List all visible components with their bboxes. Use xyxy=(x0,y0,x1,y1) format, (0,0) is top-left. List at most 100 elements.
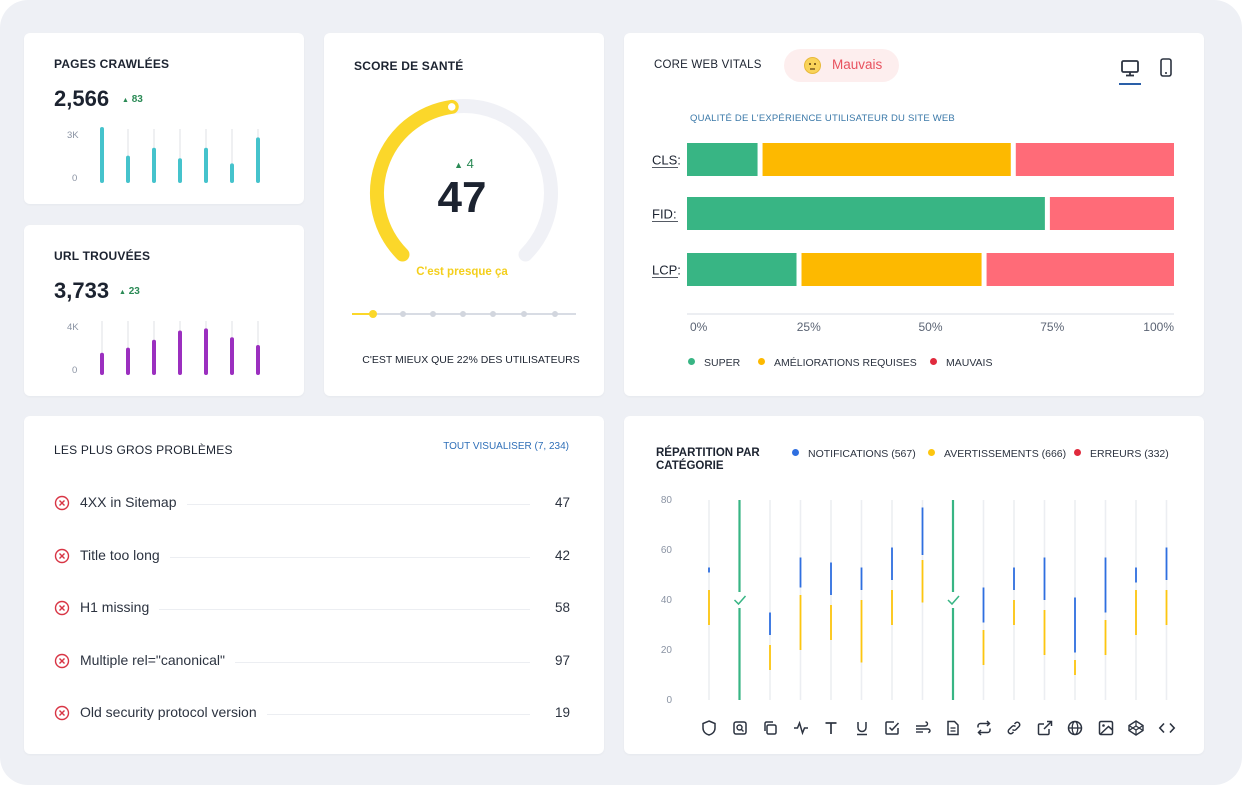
cwv-bar-segment xyxy=(687,143,758,176)
pulse-icon[interactable] xyxy=(792,719,810,737)
crawled-pages-title: PAGES CRAWLÉES xyxy=(54,57,170,71)
copy-icon[interactable] xyxy=(761,719,779,737)
issue-row[interactable]: H1 missing 58 xyxy=(54,597,570,619)
error-circle-icon xyxy=(54,495,70,511)
issue-label: Old security protocol version xyxy=(80,704,267,720)
legend-dot-icon xyxy=(1074,449,1081,456)
issue-row[interactable]: Title too long 42 xyxy=(54,545,570,567)
mobile-icon xyxy=(1160,58,1172,77)
cwv-row-label: LCP: xyxy=(652,263,681,278)
codepen-icon[interactable] xyxy=(1127,719,1145,737)
checkbox-icon[interactable] xyxy=(883,719,901,737)
health-score-gauge xyxy=(370,99,558,262)
cwv-row-label: CLS: xyxy=(652,153,681,168)
document-icon[interactable] xyxy=(944,719,962,737)
cwv-legend-label: AMÉLIORATIONS REQUISES xyxy=(774,357,917,369)
cwv-status-badge: Mauvais xyxy=(784,49,899,82)
category-title: RÉPARTITION PAR CATÉGORIE xyxy=(656,447,760,473)
code-icon[interactable] xyxy=(1158,719,1176,737)
cwv-title: CORE WEB VITALS xyxy=(654,59,762,71)
cwv-bar-segment xyxy=(687,253,797,286)
shield-icon[interactable] xyxy=(700,719,718,737)
image-icon[interactable] xyxy=(1097,719,1115,737)
category-title-line2: CATÉGORIE xyxy=(656,460,724,472)
category-legend-item: ERREURS (332) xyxy=(1074,448,1169,460)
cwv-x-tick-label: 100% xyxy=(1143,320,1174,334)
sad-face-icon xyxy=(804,57,821,74)
cwv-subtitle: QUALITÉ DE L'EXPÉRIENCE UTILISATEUR DU S… xyxy=(690,113,955,124)
found-urls-delta-value: 23 xyxy=(128,286,140,297)
cwv-legend-label: MAUVAIS xyxy=(946,357,993,369)
issue-row-divider xyxy=(80,504,530,505)
crawled-y-max-label: 3K xyxy=(67,130,79,141)
gauge-marker xyxy=(446,101,457,113)
category-y-tick-label: 60 xyxy=(661,545,673,556)
check-icon-bg xyxy=(731,592,748,608)
found-urls-value: 3,733 xyxy=(54,278,110,303)
crawled-pages-sparkline xyxy=(100,127,260,183)
issue-row-divider xyxy=(80,714,530,715)
issue-count: 58 xyxy=(554,600,570,615)
urls-y-max-label: 4K xyxy=(67,322,79,333)
crawled-y-min-label: 0 xyxy=(72,173,78,184)
top-issues-card: LES PLUS GROS PROBLÈMES TOUT VISUALISER … xyxy=(24,416,604,754)
legend-dot-icon xyxy=(688,358,695,365)
issue-count: 97 xyxy=(554,652,570,668)
category-legend-item: AVERTISSEMENTS (666) xyxy=(928,448,1066,460)
legend-dot-icon xyxy=(930,358,937,365)
crawled-pages-card: PAGES CRAWLÉES 2,566 ▲ 83 3K 0 xyxy=(24,33,304,204)
cwv-x-tick-label: 75% xyxy=(1040,320,1064,334)
check-icon xyxy=(947,595,960,606)
error-circle-icon xyxy=(54,600,70,616)
issue-count: 47 xyxy=(554,495,570,510)
issue-row-divider xyxy=(80,661,530,663)
cwv-status-label: Mauvais xyxy=(832,57,883,72)
cwv-bar-segment xyxy=(1049,197,1174,230)
cwv-bar-segment xyxy=(687,197,1045,230)
desktop-view-toggle[interactable] xyxy=(1119,57,1141,85)
issue-row-divider xyxy=(80,609,530,610)
desktop-icon xyxy=(1121,60,1139,77)
up-triangle-icon: ▲ xyxy=(122,97,129,104)
health-score-title: SCORE DE SANTÉ xyxy=(354,59,464,73)
issue-row[interactable]: 4XX in Sitemap 47 xyxy=(54,492,570,514)
error-circle-icon xyxy=(54,653,70,668)
repeat-icon[interactable] xyxy=(975,719,993,737)
category-legend-label: ERREURS (332) xyxy=(1090,448,1169,460)
up-triangle-icon: ▲ xyxy=(454,160,464,170)
cwv-bar-segment xyxy=(986,253,1174,286)
issue-count: 19 xyxy=(554,705,570,720)
issue-row-divider xyxy=(80,556,530,558)
cwv-legend-label: SUPER xyxy=(704,357,741,369)
issue-row[interactable]: Multiple rel="canonical" 97 xyxy=(54,650,570,672)
gauge-fill xyxy=(370,99,459,262)
search-page-icon[interactable] xyxy=(731,719,749,737)
wind-icon[interactable] xyxy=(914,719,932,737)
cwv-legend: SUPER AMÉLIORATIONS REQUISES MAUVAIS xyxy=(688,357,1188,373)
legend-dot-icon xyxy=(928,449,935,456)
mobile-view-toggle[interactable] xyxy=(1155,57,1177,83)
check-icon xyxy=(733,595,747,606)
cwv-legend-item: MAUVAIS xyxy=(930,357,992,369)
found-urls-title: URL TROUVÉES xyxy=(54,249,151,263)
issue-count: 42 xyxy=(554,547,570,563)
found-urls-delta: ▲ 23 xyxy=(119,286,140,297)
view-all-link[interactable]: TOUT VISUALISER (7, 234) xyxy=(443,441,569,452)
health-delta-value: 4 xyxy=(466,156,474,171)
crawled-pages-value: 2,566 xyxy=(54,86,110,111)
core-web-vitals-card: CORE WEB VITALS Mauvais QUALITÉ DE L'EXP… xyxy=(624,33,1204,396)
globe-icon[interactable] xyxy=(1066,719,1084,737)
category-breakdown-card: RÉPARTITION PAR CATÉGORIE NOTIFICATIONS … xyxy=(624,416,1204,754)
link-icon[interactable] xyxy=(1005,719,1023,737)
found-urls-card: URL TROUVÉES 3,733 ▲ 23 4K 0 xyxy=(24,225,304,396)
text-icon[interactable] xyxy=(822,719,840,737)
external-link-icon[interactable] xyxy=(1036,719,1054,737)
cwv-bar-segment xyxy=(801,253,982,286)
category-legend-item: NOTIFICATIONS (567) xyxy=(792,448,916,460)
urls-y-min-label: 0 xyxy=(72,365,78,376)
cwv-x-tick-label: 50% xyxy=(918,320,942,334)
underline-icon[interactable] xyxy=(853,719,871,737)
issue-row[interactable]: Old security protocol version 19 xyxy=(54,702,570,724)
cwv-legend-item: SUPER xyxy=(688,357,740,369)
category-y-tick-label: 80 xyxy=(661,495,673,506)
